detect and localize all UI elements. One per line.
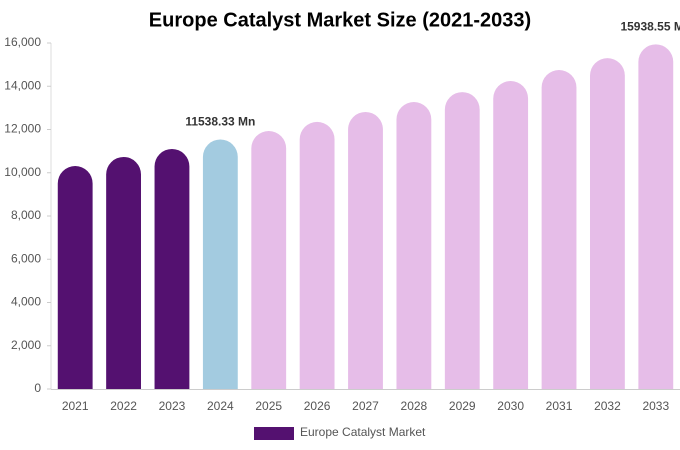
y-tick-label: 6,000 [11, 251, 41, 265]
y-tick-label: 8,000 [11, 208, 41, 222]
bar [57, 166, 93, 389]
x-tick-label: 2028 [401, 399, 428, 413]
bar [444, 92, 480, 390]
x-tick-label: 2032 [594, 399, 621, 413]
x-tick-label: 2022 [110, 399, 137, 413]
legend-label[interactable]: Europe Catalyst Market [300, 425, 426, 439]
x-tick-label: 2024 [207, 399, 234, 413]
bar [202, 139, 238, 389]
value-label: 11538.33 Mn [185, 115, 255, 129]
x-tick-label: 2021 [62, 399, 89, 413]
x-tick-label: 2023 [159, 399, 186, 413]
bar [348, 111, 383, 389]
x-tick-label: 2027 [352, 399, 379, 413]
x-tick-label: 2025 [255, 399, 282, 413]
bar [638, 44, 674, 389]
bar [154, 148, 190, 389]
x-tick-label: 2029 [449, 399, 476, 413]
bar [106, 156, 141, 389]
x-tick-label: 2030 [497, 399, 524, 413]
y-tick-label: 0 [34, 381, 41, 395]
value-label: 15938.55 Mn [620, 20, 680, 34]
bar [396, 102, 432, 389]
bar [493, 81, 529, 389]
bar [541, 70, 577, 390]
y-tick-label: 14,000 [4, 78, 41, 92]
legend-swatch[interactable] [254, 427, 294, 440]
x-tick-label: 2031 [546, 399, 573, 413]
y-tick-label: 16,000 [4, 35, 41, 49]
bar [299, 121, 335, 390]
y-tick-label: 2,000 [11, 338, 41, 352]
x-tick-label: 2026 [304, 399, 331, 413]
chart-title: Europe Catalyst Market Size (2021-2033) [149, 9, 531, 31]
bar [590, 58, 625, 389]
y-tick-label: 10,000 [4, 165, 41, 179]
bar [251, 131, 287, 389]
x-tick-label: 2033 [642, 399, 669, 413]
y-tick-label: 12,000 [4, 122, 41, 136]
y-tick-label: 4,000 [11, 295, 41, 309]
